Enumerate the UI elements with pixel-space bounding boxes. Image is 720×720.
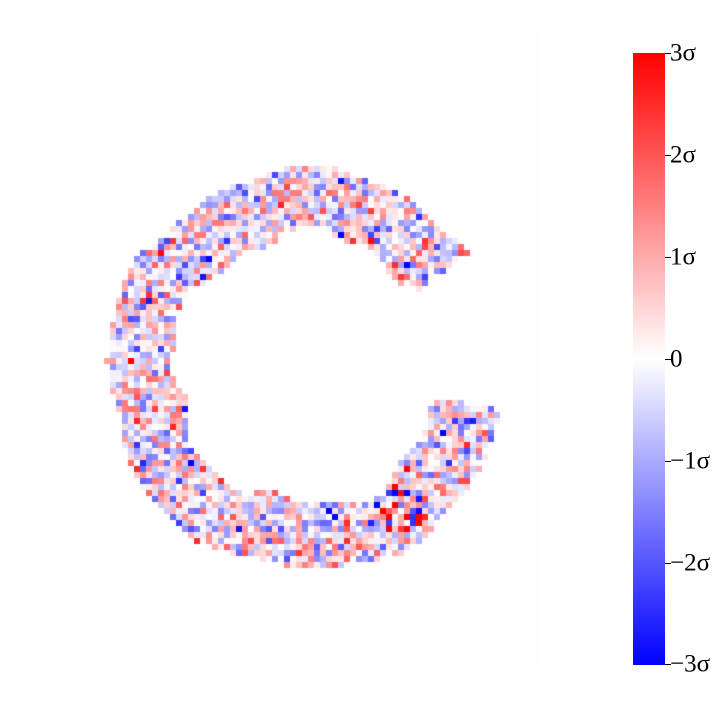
colorbar xyxy=(633,53,665,665)
colorbar-label-3: 3σ xyxy=(670,39,696,67)
colorbar-tick xyxy=(665,257,671,258)
colorbar-label-neg2: −2σ xyxy=(670,549,711,577)
colorbar-label-2: 2σ xyxy=(670,141,696,169)
colorbar-tick xyxy=(665,53,671,54)
residual-heatmap xyxy=(0,0,600,720)
colorbar-tick xyxy=(665,359,671,360)
colorbar-label-0: 0 xyxy=(670,345,683,373)
colorbar-tick xyxy=(665,563,671,564)
colorbar-tick xyxy=(665,461,671,462)
colorbar-tick xyxy=(665,155,671,156)
colorbar-tick xyxy=(665,664,671,665)
colorbar-label-1: 1σ xyxy=(670,243,696,271)
colorbar-label-neg3: −3σ xyxy=(670,650,711,678)
colorbar-label-neg1: −1σ xyxy=(670,447,711,475)
